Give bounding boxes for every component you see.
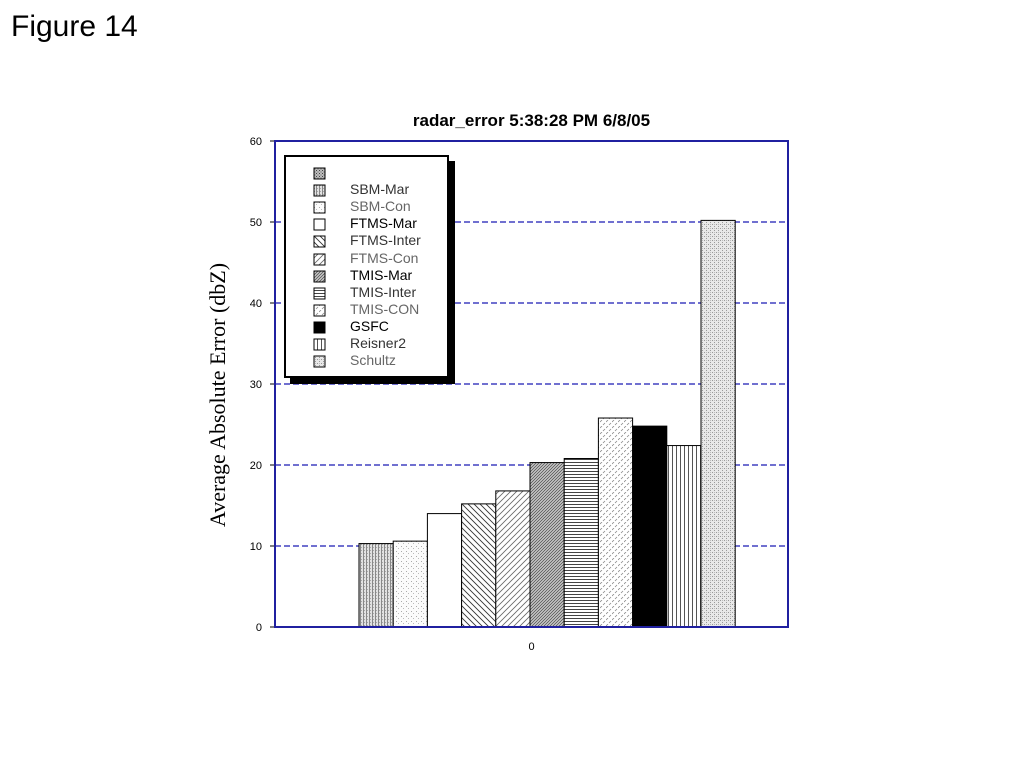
legend-swatch <box>313 235 326 248</box>
y-tick-label: 40 <box>250 298 262 310</box>
legend-label: TMIS-Mar <box>350 266 413 283</box>
legend-item: FTMS-Con <box>286 250 447 267</box>
bar-gsfc <box>632 425 668 628</box>
y-tick-label: 20 <box>250 460 262 472</box>
y-tick-label: 0 <box>256 622 262 634</box>
legend-label: FTMS-Con <box>350 249 419 266</box>
legend-item: FTMS-Mar <box>286 215 447 232</box>
bar-tmis-con <box>597 417 634 628</box>
legend-item: TMIS-Mar <box>286 267 447 284</box>
legend-item <box>286 164 447 181</box>
legend-label: FTMS-Inter <box>350 232 421 249</box>
legend-label: SBM-Con <box>350 198 411 215</box>
bars <box>358 219 736 628</box>
legend-item: FTMS-Inter <box>286 232 447 249</box>
legend-swatch <box>313 253 326 265</box>
bar-tmis-mar <box>529 462 565 628</box>
x-tick-label: 0 <box>528 641 534 653</box>
bar-sbm-mar <box>358 543 394 628</box>
legend-item: SBM-Con <box>286 198 447 215</box>
legend-swatch <box>313 270 326 283</box>
bar-sbm-con <box>392 540 428 628</box>
legend-item: Reisner2 <box>286 335 447 352</box>
legend-swatch <box>313 304 326 317</box>
legend-label: TMIS-Inter <box>350 283 417 300</box>
bar-ftms-mar <box>426 513 463 628</box>
bar-reisner2 <box>666 445 702 628</box>
legend-swatch <box>313 321 326 334</box>
bar-ftms-con <box>495 490 531 628</box>
plot-frame <box>274 140 789 628</box>
chart-title: radar_error 5:38:28 PM 6/8/05 <box>412 111 651 130</box>
y-tick-label: 60 <box>250 136 262 148</box>
legend-swatch <box>313 184 326 197</box>
legend-item: SBM-Mar <box>286 181 447 198</box>
legend-label: SBM-Mar <box>350 181 410 198</box>
legend-label: Reisner2 <box>350 335 407 351</box>
bar-tmis-inter <box>563 458 599 628</box>
legend-label: Schultz <box>350 352 396 369</box>
legend-label: FTMS-Mar <box>350 215 417 232</box>
legend-item: TMIS-CON <box>286 301 447 318</box>
axes: 0 10 20 30 40 50 60 0 <box>250 136 789 653</box>
legend-item: TMIS-Inter <box>286 284 447 301</box>
page-heading: Figure 14 <box>11 10 138 43</box>
legend-swatch <box>313 201 326 214</box>
legend-item: GSFC <box>286 318 447 335</box>
y-tick-label: 10 <box>250 541 262 553</box>
bar-ftms-inter <box>461 503 497 628</box>
legend-swatch <box>313 355 326 368</box>
legend-swatch <box>313 338 326 351</box>
legend: SBM-Mar SBM-Con FTMS-Mar FTMS-Inter FTMS-Con… <box>284 155 449 378</box>
y-tick-label: 30 <box>250 379 262 391</box>
legend-swatch <box>313 218 326 231</box>
y-tick-label: 50 <box>250 217 262 229</box>
legend-swatch <box>313 287 326 300</box>
legend-label: TMIS-CON <box>350 300 420 317</box>
legend-label: GSFC <box>350 317 389 334</box>
bar-schultz <box>700 219 736 628</box>
legend-swatch <box>313 167 326 180</box>
legend-item: Schultz <box>286 352 447 369</box>
